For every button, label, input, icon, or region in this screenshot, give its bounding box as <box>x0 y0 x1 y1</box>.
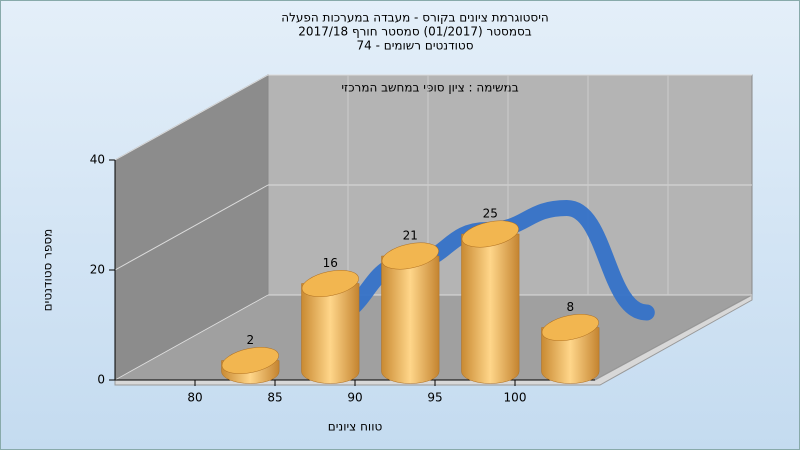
bar-top <box>541 314 599 341</box>
bar <box>381 255 440 384</box>
x-tick-label: 80 <box>187 391 202 405</box>
grid-line <box>114 74 269 161</box>
title-line: סטודנטים רשומים - 74 <box>356 39 473 53</box>
value-label: 2 <box>246 333 254 347</box>
grid-line <box>114 294 269 381</box>
bar <box>301 283 360 384</box>
value-label: 21 <box>403 229 418 243</box>
x-axis-label: טווח ציונים <box>328 420 383 434</box>
x-tick-label: 90 <box>347 391 362 405</box>
y-axis-label: מספר סטודנטים <box>41 229 55 312</box>
x-tick-label: 100 <box>504 391 527 405</box>
x-tick-label: 95 <box>427 391 442 405</box>
x-tick-label: 85 <box>267 391 282 405</box>
bar-top <box>461 220 519 248</box>
y-tick-label: 40 <box>90 153 105 167</box>
value-label: 16 <box>323 256 338 270</box>
y-tick-label: 0 <box>97 373 105 387</box>
bar-top <box>381 242 439 270</box>
value-label: 8 <box>566 300 574 314</box>
bar <box>541 327 600 384</box>
bar-top <box>221 347 279 374</box>
title: היסטוגרמת ציונים בקורס - מעבדה במערכות ה… <box>281 11 549 53</box>
y-tick-label: 20 <box>90 263 105 277</box>
value-label: 25 <box>483 207 498 221</box>
title-line: היסטוגרמת ציונים בקורס - מעבדה במערכות ה… <box>281 11 549 25</box>
grid-line <box>114 184 269 271</box>
bar-top <box>301 270 359 297</box>
bar <box>461 233 520 384</box>
title-line: בסמסטר (01/2017) סמסטר חורף 2017/18 <box>298 25 531 39</box>
subtitle: במשימה : ציון סופי במחשב המרכזי <box>341 81 518 95</box>
